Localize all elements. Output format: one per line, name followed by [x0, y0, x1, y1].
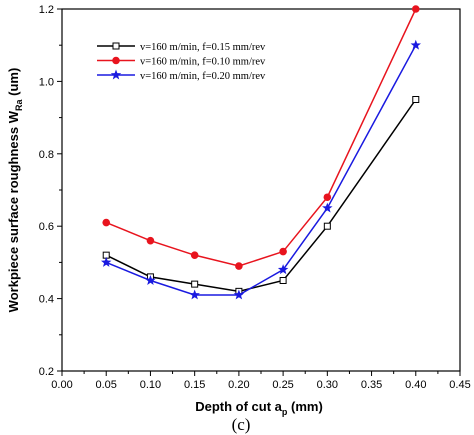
data-point — [279, 277, 287, 284]
x-tick-label: 0.35 — [361, 379, 382, 391]
series — [102, 5, 420, 270]
x-tick-label: 0.20 — [228, 379, 249, 391]
y-axis-title-sub: Ra — [14, 98, 24, 110]
data-point — [322, 202, 333, 213]
data-point — [190, 251, 199, 259]
data-point — [323, 222, 331, 230]
x-axis-title-main: Depth of cut — [195, 399, 271, 414]
y-axis-title-unit: (um) — [6, 68, 21, 100]
series — [100, 39, 422, 300]
y-tick-label: 1.2 — [39, 4, 54, 16]
legend-label: v=160 m/min, f=0.15 mm/rev — [140, 42, 266, 53]
x-tick-label: 0.10 — [140, 379, 161, 391]
data-point — [189, 289, 200, 300]
data-point — [323, 193, 332, 202]
y-tick-label: 0.2 — [39, 366, 54, 378]
data-point — [112, 42, 120, 50]
data-point — [112, 56, 120, 65]
x-tick-label: 0.05 — [96, 379, 117, 391]
legend-item: v=160 m/min, f=0.20 mm/rev — [97, 69, 266, 82]
figure-caption: (c) — [232, 415, 251, 434]
data-point — [277, 264, 289, 275]
x-tick-label: 0.15 — [184, 379, 205, 391]
x-tick-label: 0.30 — [317, 379, 338, 391]
data-point — [412, 96, 420, 103]
data-point — [100, 256, 112, 267]
x-axis-title-sub: p — [282, 407, 288, 417]
y-axis-title-main: Workpiece surface roughness W — [6, 110, 21, 312]
x-tick-label: 0.45 — [449, 379, 470, 391]
y-tick-label: 0.4 — [39, 294, 54, 306]
x-tick-label: 0.00 — [51, 379, 72, 391]
series-line — [105, 99, 417, 293]
x-axis-title-unit: (mm) — [287, 399, 322, 414]
legend-label: v=160 m/min, f=0.10 mm/rev — [140, 57, 266, 68]
y-tick-label: 0.6 — [39, 221, 54, 233]
data-point — [235, 262, 243, 270]
y-tick-label: 0.8 — [39, 149, 54, 161]
x-axis-title-sym: a — [275, 399, 283, 414]
data-point — [145, 275, 156, 285]
data-point — [102, 218, 111, 227]
legend-item: v=160 m/min, f=0.10 mm/rev — [97, 57, 266, 68]
axis-ticks: 0.00 0.05 0.10 0.15 0.20 0.25 0.30 0.35 0.40 0.45… — [39, 4, 471, 391]
y-axis-title: Workpiece surface roughness WRa (um) — [6, 68, 24, 313]
data-point — [110, 69, 122, 80]
data-point — [410, 39, 422, 50]
y-tick-label: 1.0 — [39, 76, 54, 88]
data-point — [411, 5, 420, 13]
x-tick-label: 0.40 — [405, 379, 426, 391]
legend-item: v=160 m/min, f=0.15 mm/rev — [97, 42, 266, 53]
series-line — [105, 44, 417, 296]
data-point — [279, 247, 287, 256]
data-point — [233, 289, 245, 300]
legend-label: v=160 m/min, f=0.20 mm/rev — [140, 71, 266, 82]
data-point — [146, 236, 155, 245]
data-point — [191, 280, 199, 288]
x-axis-title: Depth of cut ap (mm) — [195, 399, 323, 417]
legend: v=160 m/min, f=0.15 mm/rev v=160 m/min, f… — [97, 42, 266, 82]
series-layer — [100, 5, 422, 300]
x-tick-label: 0.25 — [272, 379, 293, 391]
